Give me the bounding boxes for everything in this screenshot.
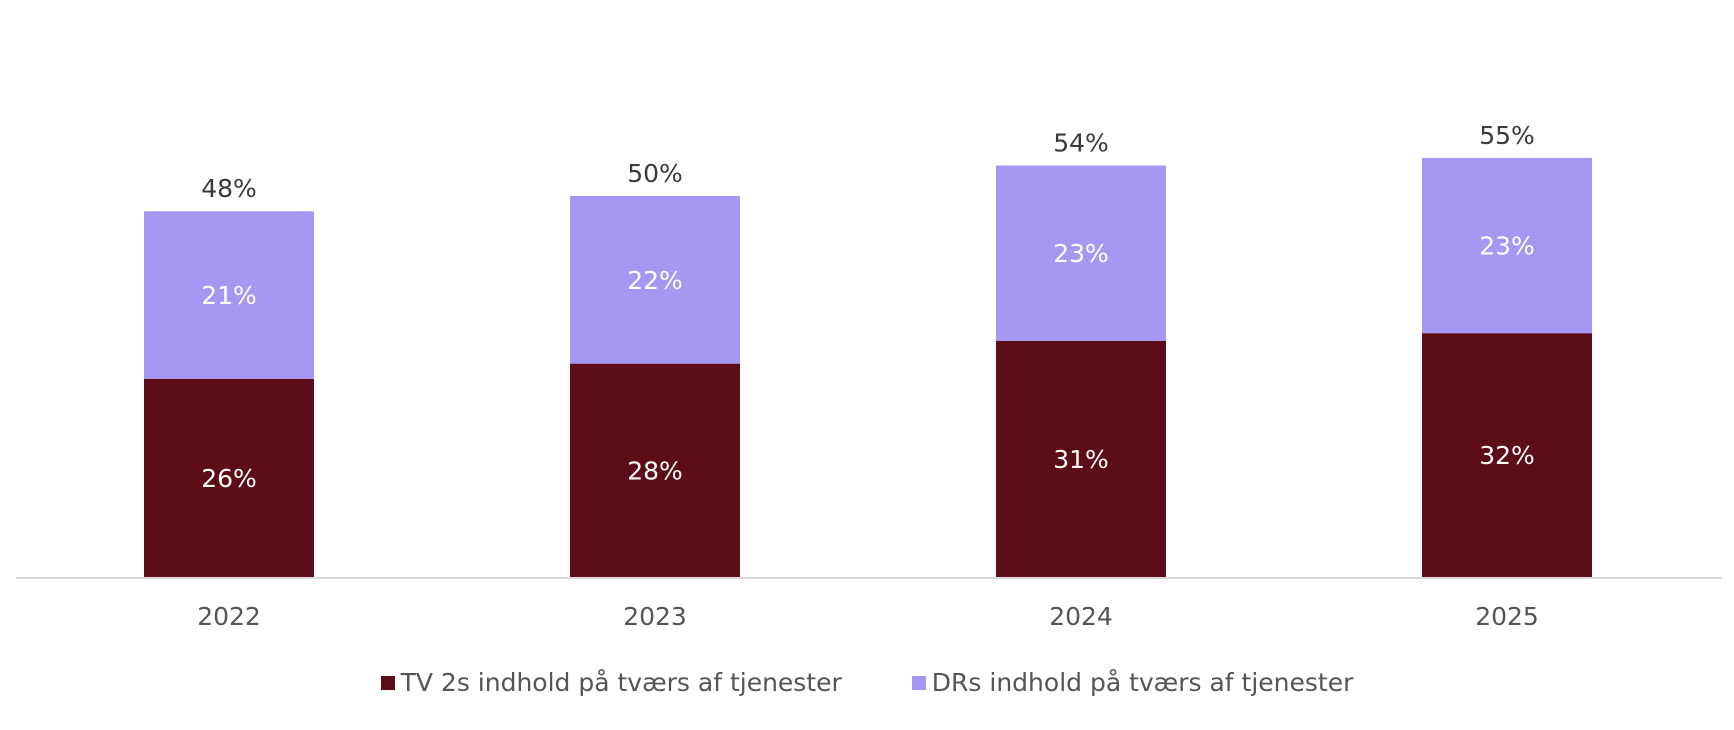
bar-segment-dr — [570, 196, 740, 364]
legend-swatch-dr — [911, 675, 926, 690]
bar-segment-dr — [144, 211, 314, 379]
data-label-dr: 21% — [201, 281, 257, 310]
x-tick-label: 2022 — [197, 602, 261, 631]
legend-label-tv2: TV 2s indhold på tværs af tjenester — [400, 668, 842, 697]
total-label: 55% — [1479, 121, 1535, 150]
legend-label-dr: DRs indhold på tværs af tjenester — [931, 668, 1354, 697]
bar-segment-tv2 — [144, 378, 314, 577]
data-label-tv2: 32% — [1479, 441, 1535, 470]
data-label-tv2: 31% — [1053, 445, 1109, 474]
data-label-tv2: 26% — [201, 464, 257, 493]
bar-segment-tv2 — [996, 340, 1166, 577]
legend-item-dr: DRs indhold på tværs af tjenester — [911, 668, 1354, 697]
bar-segment-tv2 — [570, 363, 740, 577]
bar-segment-tv2 — [1422, 333, 1592, 577]
bar-segment-dr — [1422, 157, 1592, 334]
bar-segment-dr — [996, 165, 1166, 341]
data-label-dr: 23% — [1479, 232, 1535, 261]
data-label-dr: 22% — [627, 266, 683, 295]
legend-swatch-tv2 — [380, 675, 395, 690]
x-tick-label: 2025 — [1475, 602, 1539, 631]
x-tick-label: 2024 — [1049, 602, 1113, 631]
legend: TV 2s indhold på tværs af tjenester DRs … — [0, 668, 1734, 697]
total-label: 50% — [627, 159, 683, 188]
data-label-dr: 23% — [1053, 239, 1109, 268]
data-label-tv2: 28% — [627, 456, 683, 485]
total-label: 54% — [1053, 129, 1109, 158]
legend-item-tv2: TV 2s indhold på tværs af tjenester — [380, 668, 842, 697]
x-tick-label: 2023 — [623, 602, 687, 631]
total-label: 48% — [201, 174, 257, 203]
